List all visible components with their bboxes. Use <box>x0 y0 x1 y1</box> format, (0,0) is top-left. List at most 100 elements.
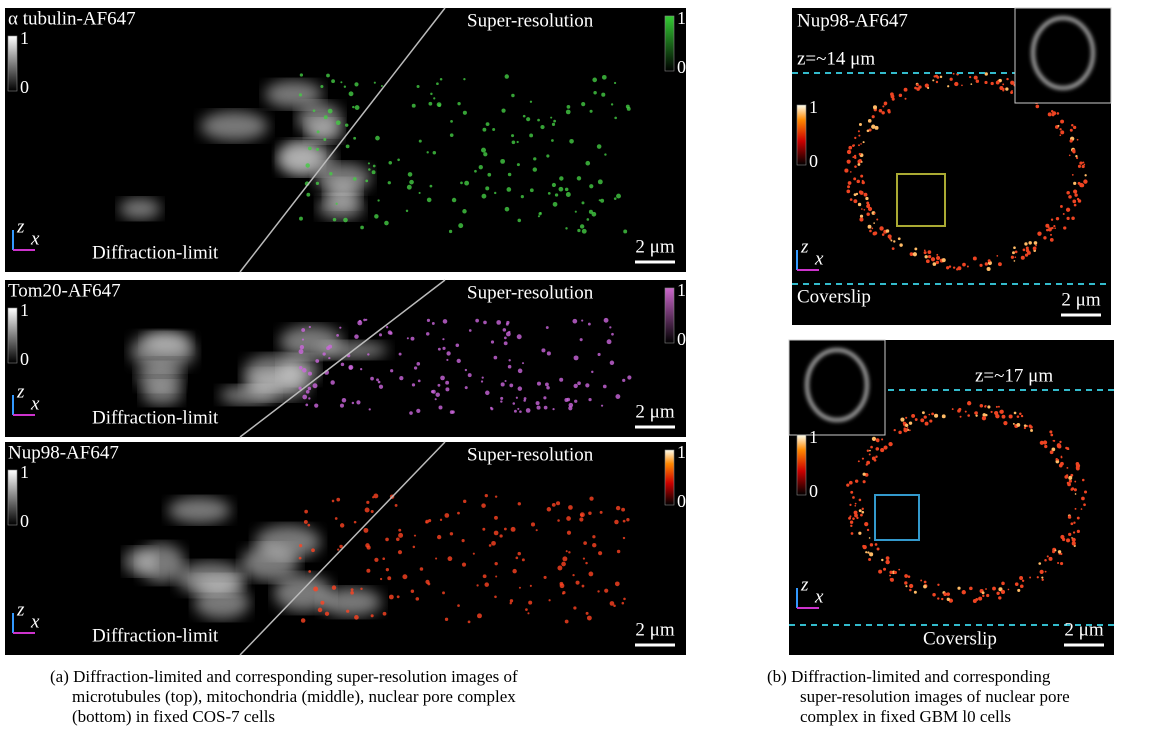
super-res-dot <box>567 105 571 109</box>
super-res-dot <box>528 601 532 605</box>
super-res-dot <box>889 575 891 577</box>
super-res-dot <box>1084 174 1086 176</box>
super-res-dot <box>854 505 856 507</box>
super-res-dot <box>1024 427 1026 429</box>
super-res-dot <box>850 171 852 173</box>
super-res-dot <box>848 146 852 150</box>
super-res-dot <box>623 520 626 523</box>
super-res-dot <box>323 138 326 141</box>
super-res-dot <box>590 110 593 113</box>
super-res-dot <box>553 202 558 207</box>
super-res-dot <box>940 76 942 78</box>
super-res-dot <box>1068 476 1072 480</box>
super-res-dot <box>1041 579 1043 581</box>
super-res-dot <box>871 227 873 229</box>
super-res-dot <box>1040 441 1044 445</box>
super-res-dot <box>317 130 320 133</box>
super-res-dot <box>587 616 592 621</box>
super-res-dot <box>352 106 354 108</box>
super-res-dot <box>569 403 574 408</box>
super-res-dot <box>344 86 346 88</box>
super-res-dot <box>961 85 963 87</box>
super-res-dot <box>928 414 930 416</box>
colorbar <box>8 36 17 91</box>
super-res-dot <box>299 93 302 96</box>
super-res-dot <box>559 176 563 180</box>
super-res-dot <box>916 83 919 86</box>
super-res-dot <box>537 382 541 386</box>
super-res-dot <box>440 519 442 521</box>
axis-x-label: x <box>814 586 824 607</box>
super-res-dot <box>396 538 400 542</box>
colorbar-max: 1 <box>677 280 686 300</box>
axis-z-label: z <box>800 574 809 595</box>
super-res-dot <box>980 404 984 408</box>
super-res-dot <box>614 82 616 84</box>
super-res-dot <box>486 122 490 126</box>
super-res-dot <box>978 597 982 601</box>
super-res-dot <box>354 334 359 339</box>
super-res-dot <box>494 192 496 194</box>
left-label: Diffraction-limit <box>92 625 219 646</box>
super-res-dot <box>878 570 882 574</box>
super-res-dot <box>564 398 568 402</box>
super-res-dot <box>316 148 319 151</box>
super-res-dot <box>582 201 585 204</box>
super-res-dot <box>444 513 449 518</box>
super-res-dot <box>356 400 360 404</box>
super-res-dot <box>1020 584 1024 588</box>
super-res-dot <box>875 543 878 546</box>
super-res-dot <box>1037 232 1041 236</box>
super-res-dot <box>389 332 392 335</box>
super-res-dot <box>1059 134 1061 136</box>
colorbar-min: 0 <box>809 481 818 501</box>
super-res-dot <box>1056 217 1059 220</box>
super-res-dot <box>353 177 357 181</box>
super-res-dot <box>588 323 591 326</box>
super-res-dot <box>368 162 370 164</box>
super-res-dot <box>1055 458 1058 461</box>
super-res-dot <box>846 190 850 194</box>
super-res-dot <box>1073 182 1076 185</box>
super-res-dot <box>936 256 940 260</box>
super-res-dot <box>585 161 590 166</box>
super-res-dot <box>1012 251 1015 254</box>
super-res-dot <box>1049 430 1052 433</box>
super-res-dot <box>482 377 484 379</box>
super-res-dot <box>622 602 625 605</box>
super-res-dot <box>483 321 487 325</box>
super-res-dot <box>465 386 468 389</box>
super-res-dot <box>556 501 560 505</box>
super-res-dot <box>942 258 946 262</box>
super-res-dot <box>565 620 569 624</box>
super-res-dot <box>847 150 851 154</box>
super-res-dot <box>302 395 307 400</box>
super-res-dot <box>313 383 318 388</box>
super-res-dot <box>446 351 450 355</box>
super-res-dot <box>880 448 884 452</box>
super-res-dot <box>517 334 522 339</box>
super-res-dot <box>503 328 507 332</box>
super-res-dot <box>1084 490 1087 493</box>
super-res-dot <box>1070 129 1073 132</box>
super-res-dot <box>577 381 581 385</box>
super-res-dot <box>483 574 487 578</box>
super-res-dot <box>1077 530 1080 533</box>
super-res-dot <box>418 380 421 383</box>
colorbar <box>8 308 17 363</box>
super-res-dot <box>856 180 860 184</box>
super-res-dot <box>346 610 349 613</box>
super-res-dot <box>1016 423 1020 427</box>
super-res-dot <box>924 415 927 418</box>
super-res-dot <box>864 522 868 526</box>
diffraction-blob <box>315 163 371 193</box>
super-res-dot <box>876 439 879 442</box>
super-res-dot <box>402 574 407 579</box>
super-res-dot <box>557 519 560 522</box>
super-res-dot <box>536 401 540 405</box>
super-res-dot <box>575 211 577 213</box>
super-res-dot <box>458 223 463 228</box>
super-res-dot <box>505 74 509 78</box>
diffraction-blob <box>241 545 298 581</box>
super-res-dot <box>1054 227 1056 229</box>
